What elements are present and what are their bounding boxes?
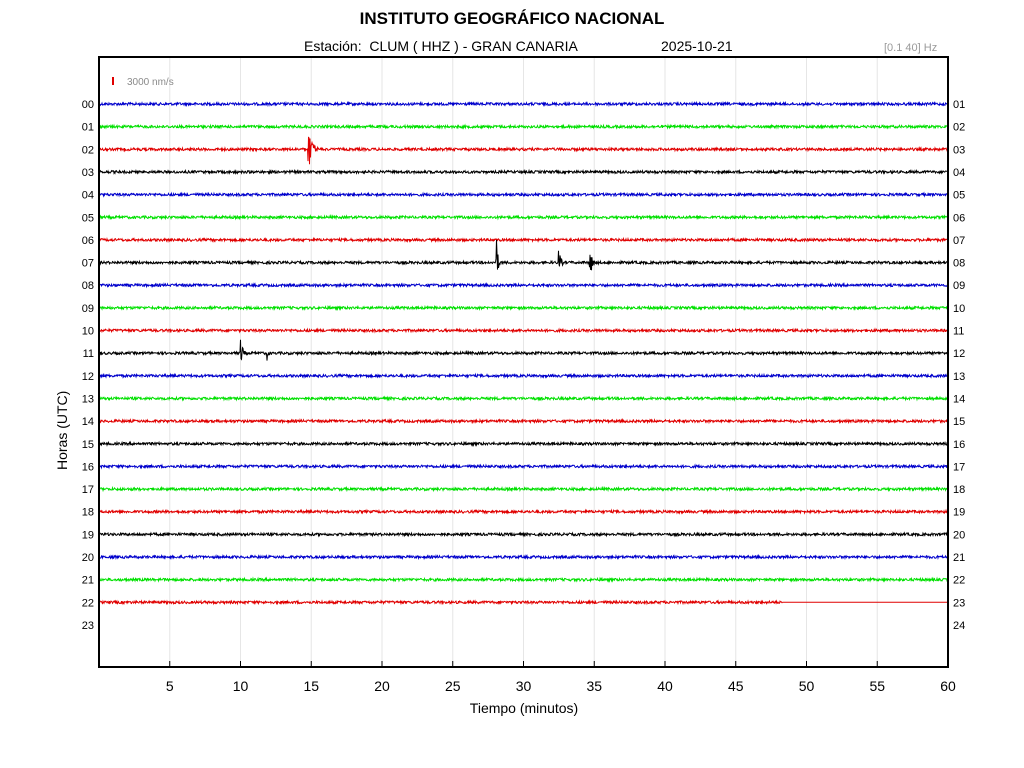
y-tick-left: 16 <box>82 461 94 473</box>
trace-hour-06 <box>98 236 949 244</box>
trace-hour-18 <box>98 508 949 515</box>
y-tick-left: 10 <box>82 326 94 338</box>
x-tick-label: 10 <box>233 678 249 694</box>
y-tick-right: 09 <box>953 280 965 292</box>
x-tick-label: 35 <box>586 678 602 694</box>
y-tick-left: 03 <box>82 167 94 179</box>
y-tick-right: 18 <box>953 484 965 496</box>
y-tick-left: 11 <box>83 348 94 360</box>
trace-hour-21 <box>98 576 949 583</box>
trace-hour-15 <box>98 440 949 447</box>
trace-hour-07 <box>98 240 949 271</box>
trace-hour-16 <box>98 463 949 470</box>
y-tick-right: 22 <box>953 575 965 587</box>
x-axis-label: Tiempo (minutos) <box>469 700 579 716</box>
y-tick-left: 18 <box>82 507 94 519</box>
y-tick-right: 10 <box>953 303 965 315</box>
chart-title: INSTITUTO GEOGRÁFICO NACIONAL <box>359 9 665 28</box>
y-tick-right: 07 <box>953 235 965 247</box>
x-tick-label: 30 <box>516 678 532 694</box>
y-axis-label-wrap: Horas (UTC) <box>54 390 74 470</box>
y-tick-right: 19 <box>953 507 965 519</box>
y-tick-left: 14 <box>82 416 94 428</box>
y-tick-right: 04 <box>953 167 965 179</box>
y-tick-right: 12 <box>953 348 965 360</box>
x-tick-label: 25 <box>445 678 461 694</box>
trace-hour-04 <box>98 191 949 198</box>
y-axis-label: Horas (UTC) <box>54 390 70 470</box>
x-tick-label: 20 <box>374 678 390 694</box>
trace-hour-19 <box>98 531 949 538</box>
y-tick-left: 06 <box>82 235 94 247</box>
y-tick-left: 19 <box>82 529 94 541</box>
y-tick-left: 08 <box>82 280 94 292</box>
x-tick-label: 50 <box>799 678 815 694</box>
y-tick-right: 05 <box>953 190 965 202</box>
y-tick-left: 17 <box>82 484 94 496</box>
y-tick-right: 24 <box>953 620 965 632</box>
y-tick-right: 16 <box>953 439 965 451</box>
y-tick-right: 17 <box>953 461 965 473</box>
trace-hour-13 <box>98 395 949 402</box>
y-tick-left: 22 <box>82 597 94 609</box>
y-tick-left: 00 <box>82 99 94 111</box>
y-tick-left: 21 <box>82 575 94 587</box>
trace-hour-03 <box>98 168 949 176</box>
trace-hour-20 <box>98 553 949 561</box>
trace-hour-12 <box>98 372 949 379</box>
trace-hour-01 <box>98 123 949 130</box>
y-tick-left: 04 <box>82 190 94 202</box>
y-tick-right: 03 <box>953 144 965 156</box>
x-tick-label: 45 <box>728 678 744 694</box>
date-label: 2025-10-21 <box>661 38 733 54</box>
y-tick-right: 21 <box>953 552 965 564</box>
y-tick-right: 15 <box>953 416 965 428</box>
y-tick-right: 13 <box>953 371 965 383</box>
y-tick-right: 08 <box>953 258 965 270</box>
x-tick-label: 40 <box>657 678 673 694</box>
filter-band-label: [0.1 40] Hz <box>884 42 938 54</box>
trace-hour-05 <box>98 214 949 221</box>
y-tick-right: 23 <box>953 597 965 609</box>
y-tick-right: 01 <box>953 99 965 111</box>
trace-hour-02 <box>98 136 949 165</box>
y-tick-right: 02 <box>953 122 965 134</box>
y-tick-left: 20 <box>82 552 94 564</box>
y-tick-left: 05 <box>82 212 94 224</box>
x-tick-label: 15 <box>303 678 319 694</box>
station-label: Estación: CLUM ( HHZ ) - GRAN CANARIA <box>304 38 578 54</box>
trace-hour-14 <box>98 417 949 425</box>
trace-hour-09 <box>98 304 949 312</box>
y-tick-left: 12 <box>82 371 94 383</box>
y-tick-left: 23 <box>82 620 94 632</box>
trace-hour-11 <box>98 339 949 361</box>
scale-label: 3000 nm/s <box>127 77 174 88</box>
x-tick-label: 60 <box>940 678 956 694</box>
trace-hour-08 <box>98 281 949 289</box>
y-tick-right: 06 <box>953 212 965 224</box>
y-tick-right: 20 <box>953 529 965 541</box>
y-tick-left: 01 <box>82 122 94 134</box>
y-tick-right: 14 <box>953 393 965 405</box>
y-tick-left: 02 <box>82 144 94 156</box>
trace-hour-00 <box>98 100 949 108</box>
trace-hour-22 <box>98 599 783 606</box>
trace-hour-17 <box>98 485 949 493</box>
x-tick-label: 55 <box>869 678 885 694</box>
y-tick-left: 09 <box>82 303 94 315</box>
y-tick-left: 07 <box>82 258 94 270</box>
y-tick-left: 15 <box>82 439 94 451</box>
trace-hour-10 <box>98 327 949 334</box>
x-tick-label: 5 <box>166 678 174 694</box>
y-tick-left: 13 <box>82 393 94 405</box>
y-tick-right: 11 <box>953 326 964 338</box>
